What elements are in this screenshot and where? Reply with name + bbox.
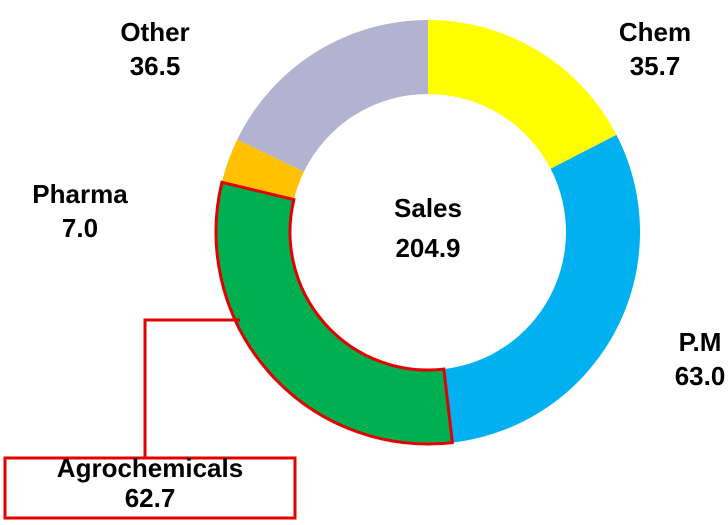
category-label: P.M (679, 327, 722, 357)
value-label: 35.7 (630, 51, 681, 81)
category-label: Pharma (32, 179, 128, 209)
callout-line (143, 318, 240, 458)
donut-segment (443, 134, 640, 443)
value-label: 7.0 (62, 213, 98, 243)
value-label: 36.5 (130, 51, 181, 81)
donut-segment (237, 20, 428, 172)
donut-segment (214, 180, 454, 446)
donut (214, 20, 640, 446)
donut-segment (221, 139, 304, 200)
category-label: Other (120, 17, 189, 47)
center-total: 204.9 (395, 233, 460, 263)
callout-box (3, 456, 297, 520)
center-label: Sales (394, 193, 462, 223)
value-label: 62.7 (125, 483, 176, 513)
category-label: Agrochemicals (57, 453, 243, 483)
donut-segment (428, 20, 617, 169)
category-label: Chem (619, 17, 691, 47)
value-label: 63.0 (675, 361, 726, 391)
